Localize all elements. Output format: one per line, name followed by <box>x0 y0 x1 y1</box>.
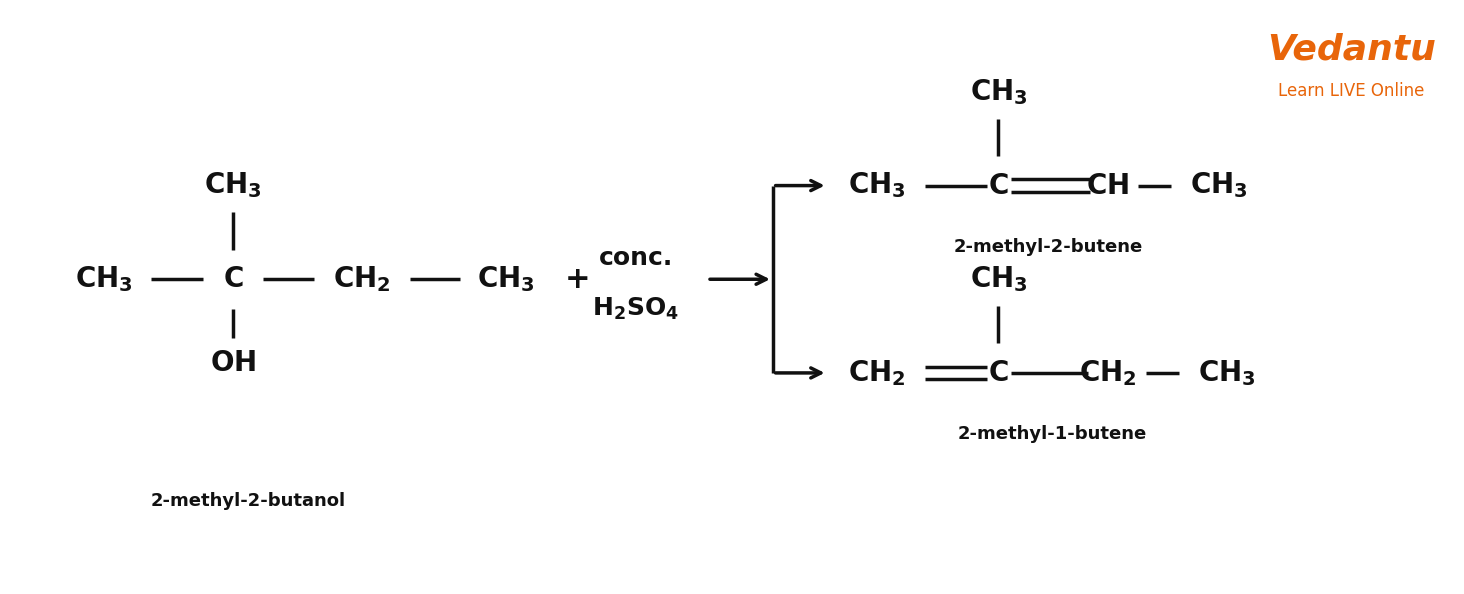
Text: $\mathbf{CH_3}$: $\mathbf{CH_3}$ <box>75 264 133 294</box>
Text: $\mathbf{C}$: $\mathbf{C}$ <box>223 266 243 293</box>
Text: $\mathbf{C}$: $\mathbf{C}$ <box>988 359 1009 387</box>
Text: Vedantu: Vedantu <box>1266 33 1436 67</box>
Text: $\mathbf{CH_2}$: $\mathbf{CH_2}$ <box>848 358 906 388</box>
Text: 2-methyl-2-butanol: 2-methyl-2-butanol <box>151 492 346 510</box>
Text: $\mathbf{+}$: $\mathbf{+}$ <box>564 265 589 294</box>
Text: $\mathbf{C}$: $\mathbf{C}$ <box>988 172 1009 200</box>
Text: $\mathbf{CH}$: $\mathbf{CH}$ <box>1086 172 1129 200</box>
Text: $\mathbf{CH_3}$: $\mathbf{CH_3}$ <box>477 264 536 294</box>
Text: 2-methyl-1-butene: 2-methyl-1-butene <box>957 425 1146 443</box>
Text: $\mathbf{CH_3}$: $\mathbf{CH_3}$ <box>1198 358 1256 388</box>
Text: $\mathbf{CH_2}$: $\mathbf{CH_2}$ <box>334 264 391 294</box>
Text: $\mathbf{OH}$: $\mathbf{OH}$ <box>209 349 256 377</box>
Text: $\mathbf{CH_3}$: $\mathbf{CH_3}$ <box>203 170 262 201</box>
Text: $\mathbf{H_2SO_4}$: $\mathbf{H_2SO_4}$ <box>591 296 679 322</box>
Text: $\mathbf{CH_3}$: $\mathbf{CH_3}$ <box>969 77 1028 107</box>
Text: Learn LIVE Online: Learn LIVE Online <box>1278 82 1424 100</box>
Text: $\mathbf{CH_3}$: $\mathbf{CH_3}$ <box>969 264 1028 294</box>
Text: conc.: conc. <box>599 245 672 270</box>
Text: 2-methyl-2-butene: 2-methyl-2-butene <box>953 238 1143 255</box>
Text: $\mathbf{CH_3}$: $\mathbf{CH_3}$ <box>1190 170 1249 201</box>
Text: $\mathbf{CH_2}$: $\mathbf{CH_2}$ <box>1079 358 1136 388</box>
Text: $\mathbf{CH_3}$: $\mathbf{CH_3}$ <box>848 170 906 201</box>
